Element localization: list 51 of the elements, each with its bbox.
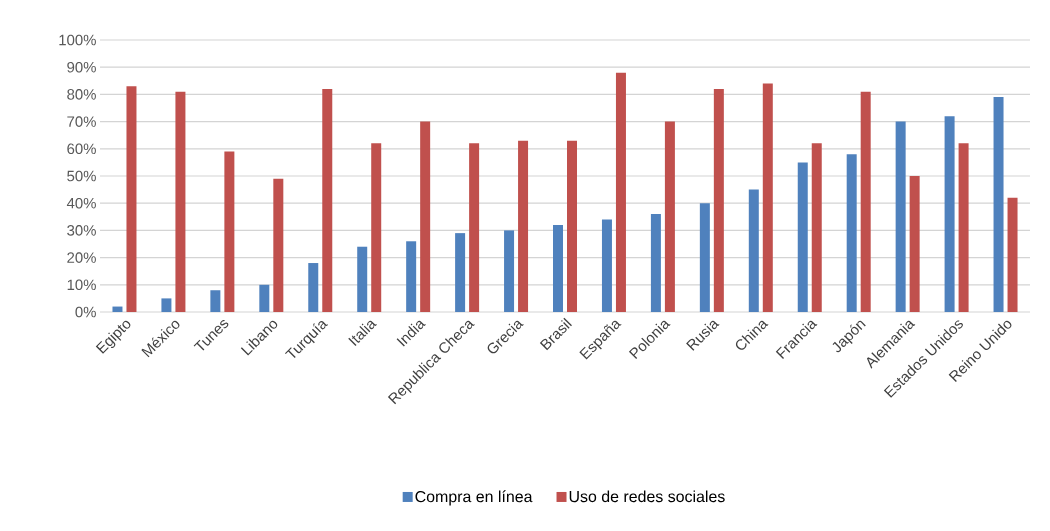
bar — [469, 143, 480, 312]
bar — [567, 140, 577, 312]
bar — [504, 230, 515, 312]
legend-label: Compra en línea — [415, 490, 533, 506]
y-tick-label: 100% — [59, 34, 96, 46]
bar — [860, 91, 871, 312]
bar — [371, 143, 382, 312]
bar — [797, 162, 808, 312]
bar — [958, 143, 969, 312]
y-tick-label: 50% — [67, 170, 96, 182]
bar — [455, 233, 466, 312]
bar — [650, 214, 661, 312]
y-tick-label: 80% — [67, 89, 96, 100]
bar — [406, 241, 417, 312]
bar — [748, 189, 759, 312]
bar — [308, 263, 319, 312]
bar — [112, 306, 123, 312]
y-tick-label: 70% — [67, 116, 96, 127]
bar — [161, 298, 172, 312]
y-tick-label: 30% — [67, 225, 96, 236]
bar — [224, 151, 235, 312]
bar — [811, 143, 822, 312]
y-tick-label: 40% — [66, 197, 96, 209]
bar — [993, 97, 1004, 312]
bar — [699, 203, 710, 312]
y-tick-label: 90% — [67, 61, 96, 73]
bar — [909, 176, 920, 312]
bar — [553, 224, 563, 312]
bar — [322, 88, 333, 312]
bar — [664, 121, 675, 312]
bar — [895, 121, 906, 312]
bar — [420, 121, 431, 312]
bar — [1007, 197, 1018, 312]
y-tick-label: 10% — [67, 279, 96, 291]
legend-label: Uso de redes sociales — [569, 490, 725, 503]
bar — [762, 83, 773, 312]
y-tick-label: 0% — [75, 306, 96, 318]
y-tick-label: 60% — [67, 143, 96, 155]
bar — [273, 178, 284, 312]
y-tick-label: 20% — [67, 252, 96, 263]
bar — [210, 290, 221, 312]
bar — [126, 86, 137, 312]
bar — [357, 246, 368, 312]
bar — [175, 91, 186, 312]
bar — [601, 219, 612, 312]
bar — [518, 140, 529, 312]
bar — [846, 154, 857, 312]
bar — [259, 284, 270, 312]
bar — [713, 88, 724, 312]
bar — [944, 116, 955, 312]
bar — [615, 72, 626, 312]
